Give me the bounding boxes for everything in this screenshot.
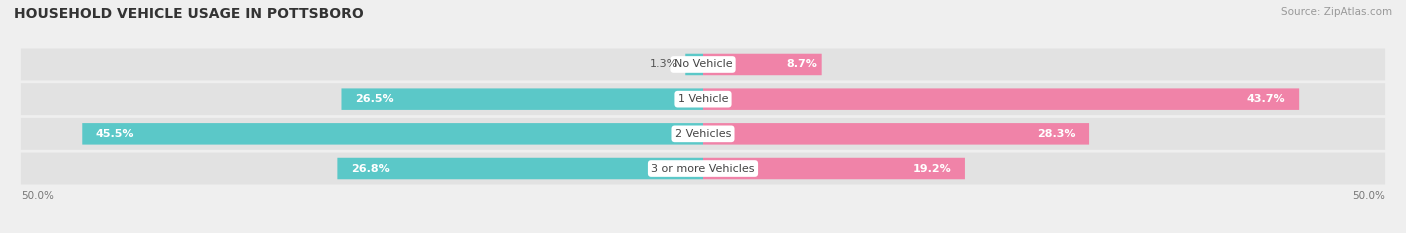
Text: 26.5%: 26.5% (356, 94, 394, 104)
FancyBboxPatch shape (685, 54, 703, 75)
Text: 28.3%: 28.3% (1038, 129, 1076, 139)
FancyBboxPatch shape (21, 118, 1385, 150)
Text: 43.7%: 43.7% (1247, 94, 1285, 104)
FancyBboxPatch shape (21, 48, 1385, 80)
FancyBboxPatch shape (337, 158, 703, 179)
Text: 19.2%: 19.2% (912, 164, 952, 174)
Text: 2 Vehicles: 2 Vehicles (675, 129, 731, 139)
Text: 45.5%: 45.5% (96, 129, 135, 139)
Text: 1 Vehicle: 1 Vehicle (678, 94, 728, 104)
Text: 8.7%: 8.7% (787, 59, 818, 69)
FancyBboxPatch shape (21, 83, 1385, 115)
Text: HOUSEHOLD VEHICLE USAGE IN POTTSBORO: HOUSEHOLD VEHICLE USAGE IN POTTSBORO (14, 7, 364, 21)
FancyBboxPatch shape (21, 153, 1385, 185)
Text: 1.3%: 1.3% (650, 59, 679, 69)
Text: 50.0%: 50.0% (21, 191, 53, 201)
Text: 26.8%: 26.8% (352, 164, 389, 174)
FancyBboxPatch shape (703, 158, 965, 179)
Text: 3 or more Vehicles: 3 or more Vehicles (651, 164, 755, 174)
FancyBboxPatch shape (703, 123, 1090, 145)
FancyBboxPatch shape (83, 123, 703, 145)
Text: Source: ZipAtlas.com: Source: ZipAtlas.com (1281, 7, 1392, 17)
FancyBboxPatch shape (703, 88, 1299, 110)
FancyBboxPatch shape (342, 88, 703, 110)
Text: No Vehicle: No Vehicle (673, 59, 733, 69)
Text: 50.0%: 50.0% (1353, 191, 1385, 201)
FancyBboxPatch shape (703, 54, 821, 75)
